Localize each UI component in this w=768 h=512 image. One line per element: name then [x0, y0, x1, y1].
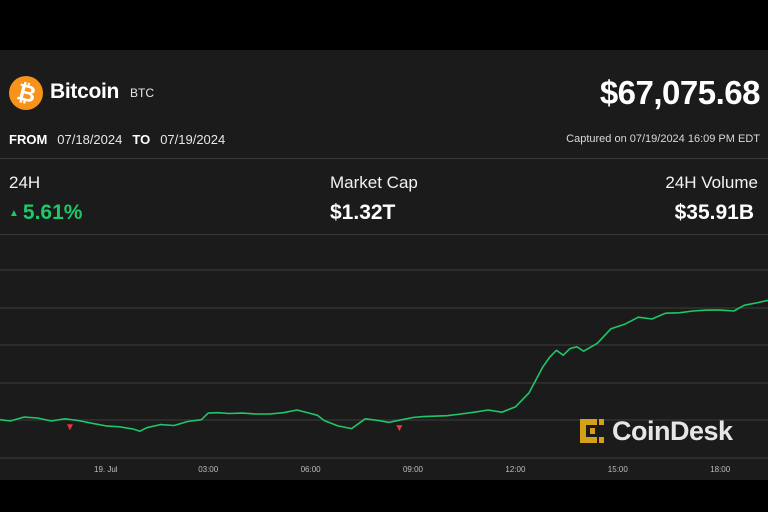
stat-volume-value: $35.91B	[674, 201, 754, 224]
x-tick-label: 19. Jul	[94, 465, 118, 474]
from-date: 07/18/2024	[57, 132, 123, 147]
stat-24h-change: ▲ 5.61%	[9, 201, 83, 224]
divider	[0, 234, 768, 235]
bitcoin-logo-icon: ₿	[9, 76, 43, 110]
x-tick-label: 15:00	[608, 465, 629, 474]
stat-market-cap-value: $1.32T	[330, 201, 396, 224]
stat-volume-label: 24H Volume	[665, 173, 758, 192]
x-tick-label: 09:00	[403, 465, 424, 474]
up-arrow-icon: ▲	[9, 208, 19, 219]
x-tick-label: 18:00	[710, 465, 731, 474]
coindesk-logo-icon	[580, 419, 604, 443]
stat-market-cap-label: Market Cap	[330, 173, 418, 192]
price-card: ₿ Bitcoin BTC $67,075.68 FROM 07/18/2024 T…	[0, 50, 768, 480]
coin-ticker: BTC	[130, 86, 154, 100]
price-line-chart: 19. Jul 03:00 06:00 09:00 12:00 15:00 18:00	[0, 269, 768, 474]
from-label: FROM	[9, 132, 48, 147]
divider	[0, 158, 768, 159]
stat-24h-label: 24H	[9, 173, 41, 192]
low-point-marker	[396, 425, 403, 432]
x-tick-label: 06:00	[301, 465, 322, 474]
x-tick-label: 12:00	[505, 465, 526, 474]
low-point-marker	[66, 424, 73, 431]
to-date: 07/19/2024	[160, 132, 226, 147]
current-price: $67,075.68	[599, 74, 761, 111]
coindesk-watermark: CoinDesk	[612, 416, 733, 446]
to-label: TO	[132, 132, 151, 147]
x-tick-label: 03:00	[198, 465, 219, 474]
date-range: FROM 07/18/2024 TO 07/19/2024	[9, 132, 235, 147]
coin-name: Bitcoin	[50, 80, 120, 103]
captured-timestamp: Captured on 07/19/2024 16:09 PM EDT	[566, 133, 760, 145]
price-series-line	[0, 299, 768, 432]
